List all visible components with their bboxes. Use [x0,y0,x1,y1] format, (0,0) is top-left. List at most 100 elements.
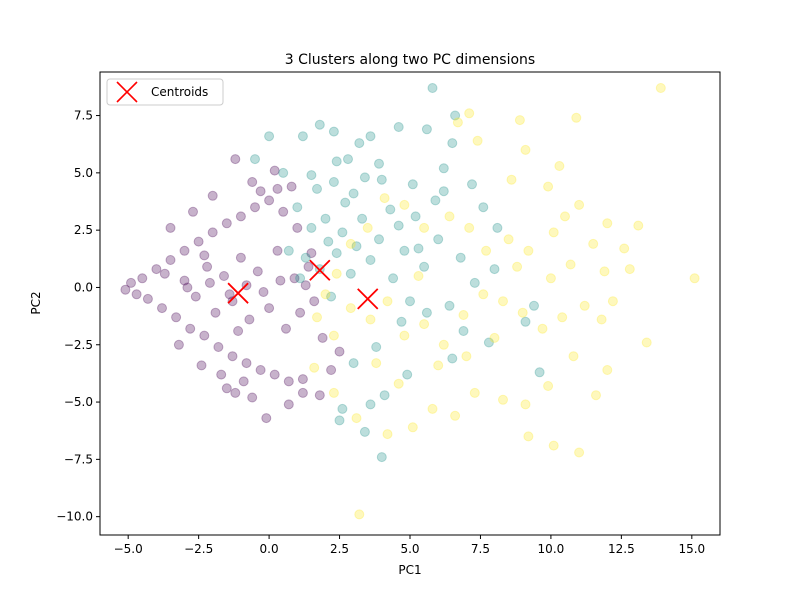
cluster-3-point [345,303,356,314]
cluster-3-point [537,323,548,334]
cluster-3-point [345,238,356,249]
cluster-3-point [543,181,554,192]
cluster-2-point [444,300,455,311]
cluster-1-point [230,154,241,165]
cluster-3-point [452,117,463,128]
cluster-3-point [503,234,514,245]
y-axis: −10.0 −7.5 −5.0 −2.5 0.0 2.5 5.0 7.5 [56,109,100,524]
cluster-1-point [281,323,291,334]
cluster-3-point [591,390,601,401]
cluster-1-point [317,332,328,343]
cluster-1-point [207,190,218,201]
cluster-3-point [331,268,342,279]
cluster-2-point [376,452,387,463]
cluster-3-point [602,365,613,375]
cluster-2-point [343,154,353,165]
cluster-3-point [365,314,376,325]
x-axis: −5.0 −2.5 0.0 2.5 5.0 7.5 10.0 12.5 15.0 [114,535,705,556]
cluster-2-point [483,337,494,348]
cluster-3-point [565,259,576,270]
cluster-1-point [120,284,131,295]
cluster-2-point [458,326,469,336]
cluster-2-point [393,220,404,231]
cluster-3-point [520,399,531,410]
cluster-3-point [568,351,579,362]
cluster-3-point [382,429,393,440]
y-tick-label: −10.0 [56,510,93,524]
cluster-1-point [309,296,320,307]
cluster-3-point [461,351,472,362]
cluster-2-point [427,83,438,93]
cluster-1-point [199,250,210,261]
cluster-1-point [255,186,266,197]
cluster-1-point [272,183,283,194]
cluster-1-point [193,236,204,247]
cluster-3-point [478,289,489,300]
x-tick-label: 0.0 [260,542,279,556]
cluster-2-point [410,211,421,222]
cluster-2-point [534,367,545,378]
cluster-3-point [450,410,461,421]
cluster-2-point [467,179,477,190]
cluster-3-point [399,199,410,210]
cluster-3-point [458,310,469,320]
cluster-1-point [283,399,294,410]
cluster-1-point [264,303,275,314]
cluster-2-point [264,131,275,142]
cluster-1-point [230,387,241,398]
cluster-1-point [131,289,142,300]
cluster-1-point [258,287,269,297]
y-tick-label: −5.0 [64,395,93,409]
cluster-3-point [548,227,559,238]
cluster-3-point [312,312,322,323]
x-tick-label: −2.5 [184,542,213,556]
centroid-stroke [309,259,331,281]
cluster-1-point [199,330,210,341]
cluster-2-point [328,177,339,187]
cluster-3-point [328,387,339,398]
cluster-1-point [173,339,184,350]
cluster-3-point [599,266,610,277]
cluster-1-point [165,222,176,233]
cluster-3-point [320,289,331,300]
cluster-3-point [309,362,320,373]
cluster-1-point [272,245,283,256]
cluster-3-point [444,211,455,222]
cluster-3-point [469,387,480,398]
cluster-3-point [596,314,607,325]
cluster-2-point [345,268,356,279]
x-tick-label: −5.0 [114,542,143,556]
cluster-1-point [165,255,176,265]
cluster-2-point [334,415,345,426]
cluster-3-point [419,319,430,330]
cluster-2-point [447,138,458,149]
y-tick-label: 7.5 [74,109,93,123]
cluster-2-point [450,110,461,121]
cluster-3-point [571,112,582,123]
cluster-3-point [498,296,508,307]
plot-area [99,71,721,536]
cluster-2-point [489,264,500,275]
cluster-3-point [624,264,635,275]
cluster-1-point [238,376,249,387]
cluster-1-point [334,346,345,357]
cluster-2-point [492,222,503,233]
cluster-1-point [221,383,232,394]
cluster-3-point [560,211,570,222]
cluster-3-point [602,218,613,229]
cluster-1-point [289,273,300,284]
cluster-3-point [574,199,585,210]
cluster-2-point [320,213,331,224]
cluster-2-point [326,291,337,302]
plot-background [100,72,720,535]
cluster-1-point [126,277,136,288]
cluster-2-point [399,245,410,256]
cluster-2-point [278,167,289,178]
legend-box [106,78,224,106]
cluster-2-point [469,277,480,288]
legend-label-centroids: Centroids [151,85,208,99]
legend: Centroids [106,78,224,106]
cluster-1-point [159,268,170,279]
points-layer [120,83,700,520]
cluster-2-point [421,124,432,135]
